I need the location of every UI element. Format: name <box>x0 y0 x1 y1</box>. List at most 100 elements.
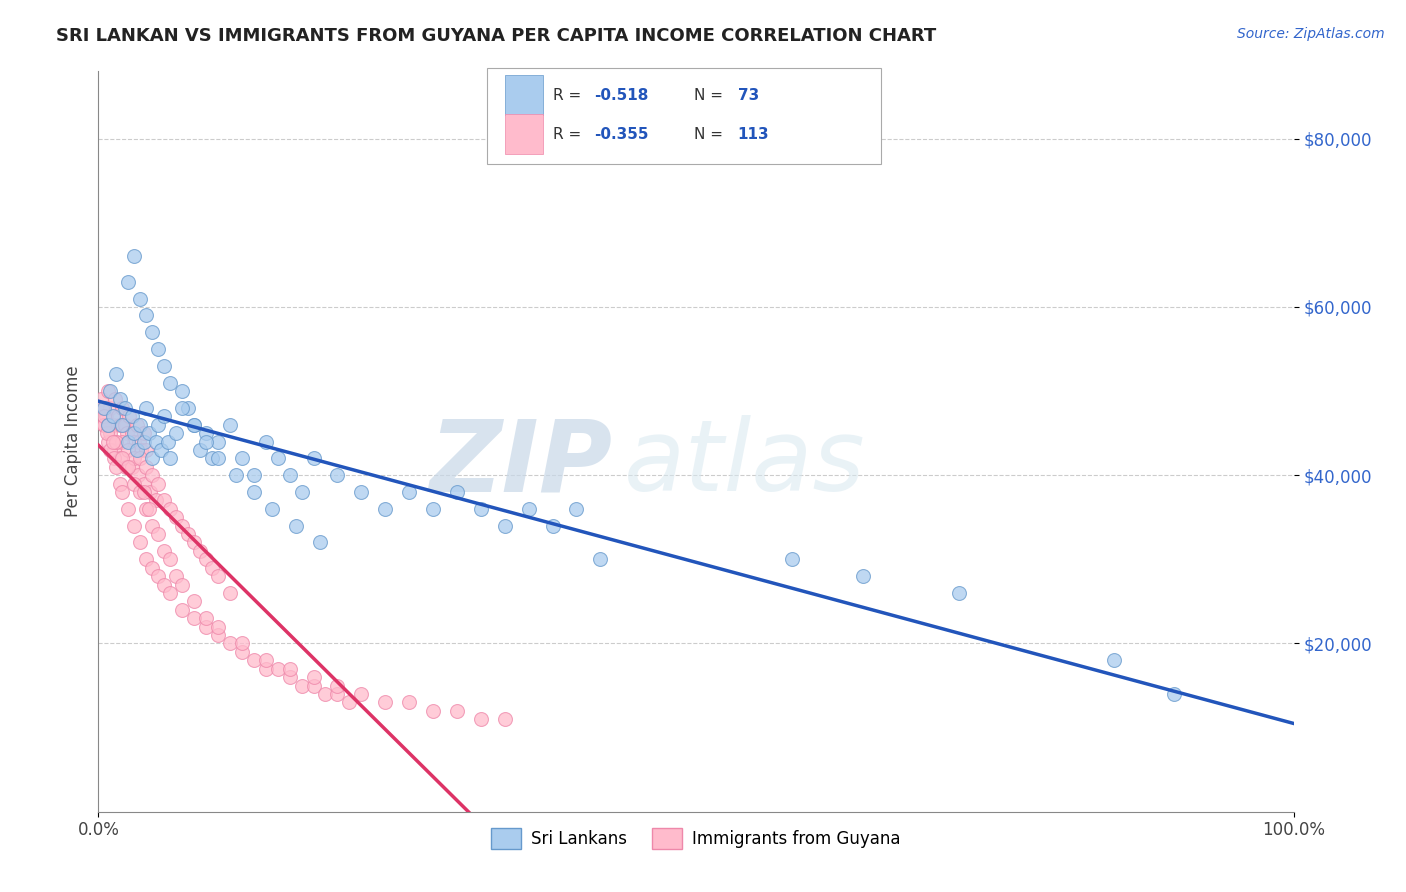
Text: -0.355: -0.355 <box>595 127 650 142</box>
Text: -0.518: -0.518 <box>595 87 648 103</box>
Point <box>141 560 163 574</box>
Point <box>177 401 200 415</box>
Point <box>129 535 152 549</box>
Point <box>201 560 224 574</box>
Point <box>117 275 139 289</box>
Point <box>129 292 152 306</box>
Point <box>159 376 181 390</box>
Point <box>121 426 143 441</box>
Point <box>148 569 170 583</box>
Point <box>111 451 134 466</box>
Point <box>183 594 205 608</box>
Point <box>267 662 290 676</box>
Point <box>132 476 155 491</box>
Point <box>93 417 115 432</box>
Point <box>135 309 157 323</box>
Point <box>121 459 143 474</box>
Point <box>145 434 167 449</box>
Point <box>172 603 194 617</box>
Point <box>114 401 136 415</box>
Point <box>172 577 194 591</box>
Point <box>153 544 176 558</box>
Point <box>284 518 307 533</box>
Point <box>132 434 155 449</box>
Point <box>129 451 152 466</box>
Point <box>97 417 120 432</box>
Point <box>302 451 325 466</box>
Point <box>141 451 163 466</box>
Point <box>494 712 516 726</box>
Point <box>165 569 187 583</box>
Point <box>132 426 155 441</box>
Point <box>565 501 588 516</box>
Point <box>207 628 229 642</box>
Point <box>326 679 349 693</box>
Point <box>124 476 146 491</box>
Point <box>172 401 194 415</box>
Point <box>422 704 444 718</box>
Point <box>108 392 131 407</box>
Point <box>159 586 181 600</box>
Point <box>124 451 146 466</box>
Point <box>115 426 138 441</box>
Point <box>219 636 242 650</box>
Point <box>96 426 118 441</box>
Point <box>195 619 218 633</box>
Text: 113: 113 <box>738 127 769 142</box>
Point <box>139 485 162 500</box>
Point <box>302 679 325 693</box>
Point <box>135 459 157 474</box>
Point <box>103 442 125 457</box>
Point <box>517 501 540 516</box>
Point <box>124 434 146 449</box>
Text: 73: 73 <box>738 87 759 103</box>
Point <box>183 417 205 432</box>
Point <box>326 687 349 701</box>
Point <box>780 552 803 566</box>
Point <box>97 417 120 432</box>
Point <box>101 417 124 432</box>
Point <box>117 434 139 449</box>
Point <box>207 451 229 466</box>
Point <box>93 401 115 415</box>
Point <box>148 476 170 491</box>
Point <box>207 569 229 583</box>
Point <box>93 417 115 432</box>
Point <box>105 459 128 474</box>
Point <box>398 695 420 709</box>
Point <box>141 518 163 533</box>
Point <box>254 653 277 667</box>
Point <box>398 485 420 500</box>
Point <box>111 485 134 500</box>
Point <box>165 426 187 441</box>
Text: N =: N = <box>693 87 727 103</box>
Point <box>172 384 194 398</box>
Point <box>1163 687 1185 701</box>
Point <box>107 409 129 424</box>
Text: ZIP: ZIP <box>429 416 613 512</box>
Point <box>243 485 266 500</box>
Point <box>302 670 325 684</box>
FancyBboxPatch shape <box>486 68 882 164</box>
Text: Source: ZipAtlas.com: Source: ZipAtlas.com <box>1237 27 1385 41</box>
Point <box>111 417 134 432</box>
Point <box>291 485 314 500</box>
Point <box>183 535 205 549</box>
Point <box>153 493 176 508</box>
Text: atlas: atlas <box>624 416 866 512</box>
Point <box>121 409 143 424</box>
Point <box>148 527 170 541</box>
Point <box>207 619 229 633</box>
Text: R =: R = <box>553 87 586 103</box>
Point <box>446 485 468 500</box>
Legend: Sri Lankans, Immigrants from Guyana: Sri Lankans, Immigrants from Guyana <box>485 822 907 855</box>
Point <box>195 434 218 449</box>
Point <box>141 468 163 483</box>
Point <box>124 250 146 264</box>
Point <box>118 409 141 424</box>
Point <box>231 451 253 466</box>
Point <box>291 679 314 693</box>
Point <box>117 459 139 474</box>
Text: R =: R = <box>553 127 586 142</box>
Point <box>141 325 163 339</box>
